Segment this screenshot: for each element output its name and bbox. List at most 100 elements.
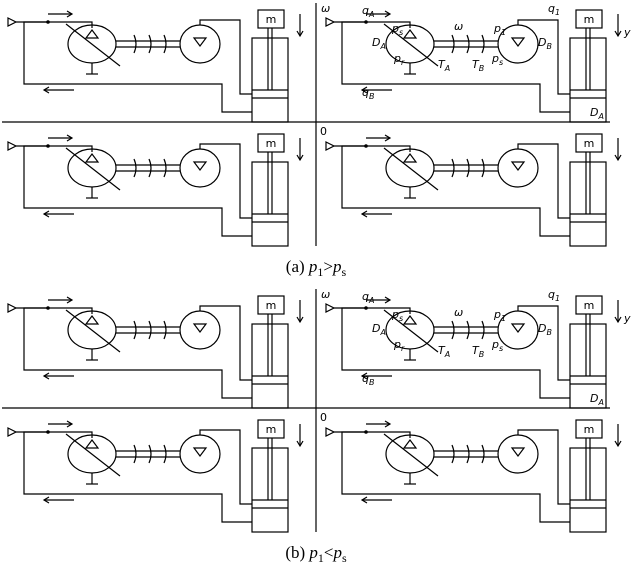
variable-arrow: [384, 148, 438, 190]
axis-label-sub: A: [597, 112, 603, 121]
circuit-label-main: ω: [454, 306, 463, 319]
rotation-mark: [134, 445, 136, 463]
circuit-label-sub: s: [499, 58, 503, 67]
caption-label: (a): [286, 257, 305, 276]
rotation-mark: [149, 35, 151, 53]
axis-label-main: D: [590, 106, 598, 119]
rotation-mark: [452, 159, 454, 177]
input-arrow: [8, 18, 16, 26]
motor-triangle: [512, 162, 524, 170]
rotation-mark: [149, 445, 151, 463]
rotation-mark: [452, 35, 454, 53]
variable-arrow: [66, 310, 120, 352]
input-arrow: [8, 304, 16, 312]
pump-triangle: [86, 316, 98, 324]
pipe: [518, 306, 570, 380]
circuit-label: p1: [493, 22, 506, 37]
circuit-label-main: p: [391, 308, 399, 321]
motor-triangle: [512, 448, 524, 456]
rotation-mark: [467, 445, 469, 463]
circuit-label-main: p: [493, 308, 501, 321]
circuit-label-sub: A: [379, 42, 385, 51]
circuit-label-main: q: [362, 372, 369, 385]
circuit-label: qA: [362, 4, 374, 19]
pump-triangle: [86, 440, 98, 448]
motor-triangle: [512, 38, 524, 46]
circuit-label: qB: [362, 86, 374, 101]
circuit-label-sub: 1: [501, 314, 506, 323]
pump-triangle: [404, 154, 416, 162]
motor: [180, 149, 220, 187]
mass-label: m: [266, 299, 277, 312]
circuit-label-main: q: [548, 288, 555, 301]
circuit-label: y: [623, 26, 631, 39]
pipe: [200, 144, 252, 218]
rotation-mark: [467, 321, 469, 339]
rotation-mark: [452, 321, 454, 339]
axis-label-sub: A: [597, 398, 603, 407]
origin-label: 0: [320, 125, 327, 138]
input-arrow: [326, 304, 334, 312]
circuit-label: TB: [472, 58, 484, 73]
caption-rhs-sub: s: [342, 265, 347, 279]
cylinder: [252, 38, 288, 122]
mass-label: m: [266, 423, 277, 436]
rotation-mark: [164, 35, 166, 53]
caption: (a) p1>ps: [286, 257, 347, 279]
motor-triangle: [194, 324, 206, 332]
rotation-mark: [482, 321, 484, 339]
rotation-mark: [149, 321, 151, 339]
axis-label-main: D: [590, 392, 598, 405]
circuit-label: DA: [372, 322, 386, 337]
circuit-label: ps: [391, 22, 403, 37]
input-arrow: [326, 18, 334, 26]
variable-arrow: [66, 434, 120, 476]
circuit-label-sub: 1: [555, 8, 560, 17]
mass-label: m: [584, 423, 595, 436]
circuit-label-main: q: [362, 4, 369, 17]
caption-rhs: p: [332, 257, 342, 276]
circuit-label-sub: 1: [501, 28, 506, 37]
circuit-label: qB: [362, 372, 374, 387]
circuit-label-sub: B: [479, 64, 485, 73]
axis-label: DA: [590, 106, 604, 121]
circuit-label-sub: A: [444, 350, 450, 359]
rotation-mark: [164, 159, 166, 177]
pipe: [200, 430, 252, 504]
caption-rhs-sub: s: [342, 551, 347, 563]
pump-triangle: [86, 30, 98, 38]
circuit-label: TB: [472, 344, 484, 359]
cylinder: [570, 324, 606, 408]
circuit-label-main: q: [362, 86, 369, 99]
caption-op: <: [324, 543, 334, 562]
mass-label: m: [584, 13, 595, 26]
circuit-label-sub: B: [546, 328, 552, 337]
circuit-label-sub: A: [368, 296, 374, 305]
circuit-label: pr: [393, 52, 405, 67]
circuit-label: TA: [438, 344, 450, 359]
circuit-label: p1: [493, 308, 506, 323]
mass-label: m: [584, 137, 595, 150]
circuit-label-sub: 1: [555, 294, 560, 303]
hydraulic-figure: ωDA0mmqApsDAprTAωTBqBp1DBpsq1ymm(a) p1>p…: [0, 0, 640, 563]
motor: [498, 435, 538, 473]
circuit-label-main: y: [623, 312, 631, 325]
circuit-label: ω: [454, 306, 463, 319]
circuit-label: q1: [548, 288, 560, 303]
motor: [180, 25, 220, 63]
variable-arrow: [66, 24, 120, 66]
origin-label: 0: [320, 411, 327, 424]
pipe: [200, 306, 252, 380]
motor-triangle: [512, 324, 524, 332]
pump-triangle: [404, 316, 416, 324]
circuit-label-sub: s: [399, 314, 403, 323]
rotation-mark: [134, 159, 136, 177]
circuit-label: ps: [391, 308, 403, 323]
circuit-label-main: p: [393, 338, 401, 351]
cylinder: [252, 324, 288, 408]
mass-label: m: [266, 137, 277, 150]
rotation-mark: [134, 321, 136, 339]
rotation-mark: [164, 321, 166, 339]
circuit-label: DA: [372, 36, 386, 51]
circuit-label-main: D: [538, 36, 546, 49]
